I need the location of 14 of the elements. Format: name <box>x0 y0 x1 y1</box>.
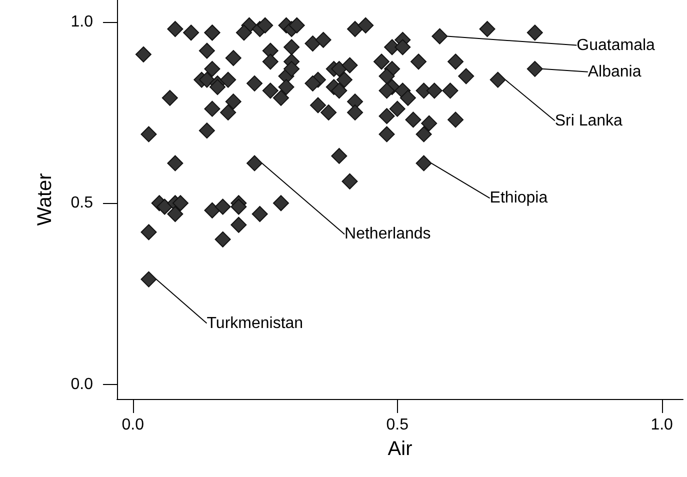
annotation: Guatamala <box>576 36 656 54</box>
annotation: Ethiopia <box>490 190 548 207</box>
x-axis-title: Air <box>388 438 413 460</box>
annotation: Turkmenistan <box>206 314 304 332</box>
x-tick-label: 0.0 <box>122 416 144 434</box>
x-tick-label: 0.5 <box>386 416 409 434</box>
y-tick-label: 1.0 <box>70 13 94 30</box>
y-tick-label: 0.0 <box>70 376 94 393</box>
annotation: Netherlands <box>344 226 431 243</box>
y-axis-title: Water <box>34 172 56 226</box>
y-tick-label: 0.5 <box>70 194 94 212</box>
annotation: Sri Lanka <box>554 112 623 130</box>
x-tick-label: 1.0 <box>650 416 674 434</box>
annotation: Albania <box>588 63 642 80</box>
